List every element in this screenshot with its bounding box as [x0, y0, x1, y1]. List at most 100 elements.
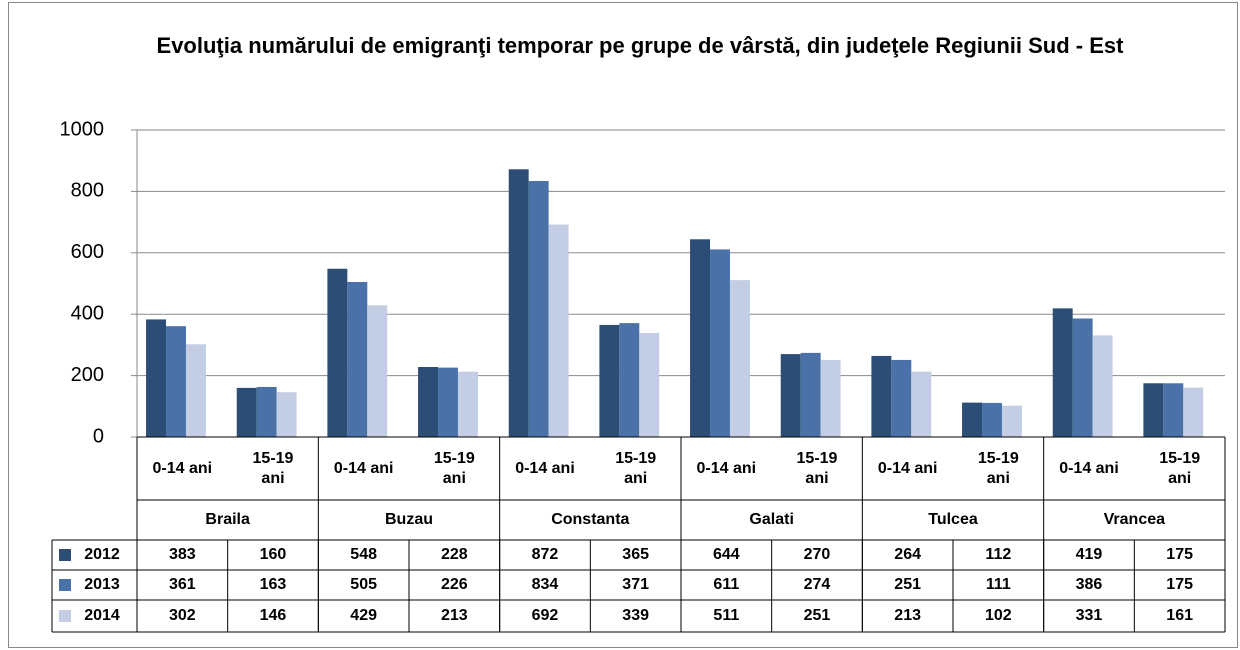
data-table-value: 511: [681, 600, 772, 632]
data-table-value: 112: [953, 540, 1044, 570]
legend-label: 2013: [72, 570, 132, 600]
data-table-value: 302: [137, 600, 228, 632]
y-tick-label: 1000: [60, 118, 105, 140]
data-table-value-text: 213: [894, 607, 921, 624]
bar: [276, 392, 297, 437]
bar: [599, 324, 620, 437]
legend-label: 2014: [72, 600, 132, 632]
x-tick-label: 0-14 ani: [137, 437, 228, 500]
data-table-value: 383: [137, 540, 228, 570]
data-table-value: 102: [953, 600, 1044, 632]
data-table-value-text: 872: [531, 546, 559, 563]
data-table-value-text: 511: [713, 607, 740, 624]
bar: [982, 402, 1002, 437]
bar: [1163, 383, 1184, 437]
data-table-value: 365: [590, 540, 681, 570]
bar: [871, 355, 892, 437]
group-label: Buzau: [318, 500, 499, 540]
data-table-value-text: 175: [1166, 546, 1193, 563]
bar: [166, 326, 186, 437]
data-table-value: 361: [137, 570, 228, 600]
bar: [1183, 387, 1204, 437]
data-table-value-text: 429: [350, 607, 377, 624]
data-table-value: 270: [772, 540, 863, 570]
x-tick-label-text: 0-14 ani: [152, 459, 213, 477]
group-label-text: Vrancea: [1103, 511, 1166, 528]
bar: [780, 354, 801, 437]
data-table-value: 146: [228, 600, 319, 632]
x-tick-label: 15-19 ani: [953, 437, 1044, 500]
x-tick-label: 0-14 ani: [1044, 437, 1135, 500]
data-table-value-text: 361: [168, 576, 196, 593]
data-table-value-text: 274: [803, 576, 831, 593]
x-tick-label: 15-19 ani: [772, 437, 863, 500]
data-table-value: 213: [862, 600, 953, 632]
data-table-value: 339: [590, 600, 681, 632]
bar: [690, 239, 711, 437]
data-table-value: 274: [772, 570, 863, 600]
bar: [1092, 335, 1113, 437]
bar: [891, 359, 912, 437]
x-tick-label-text: 15-19 ani: [1159, 449, 1201, 487]
data-table-value-text: 331: [1075, 607, 1103, 624]
bar: [146, 319, 167, 437]
bar: [236, 387, 257, 437]
legend-label-text: 2012: [84, 546, 120, 563]
data-table-value-text: 611: [713, 576, 740, 593]
data-table-value-text: 302: [168, 607, 196, 624]
group-label: Tulcea: [862, 500, 1043, 540]
bar: [548, 224, 569, 437]
bar: [185, 344, 206, 437]
group-label-text: Buzau: [384, 511, 433, 528]
data-table-value-text: 228: [440, 546, 468, 563]
data-table-value-text: 548: [350, 546, 377, 563]
data-table-value-text: 213: [440, 607, 468, 624]
data-table-value: 226: [409, 570, 500, 600]
data-table-value-text: 505: [350, 576, 377, 593]
data-table-value-text: 383: [168, 546, 196, 563]
legend-key: [59, 549, 71, 561]
data-table-value: 213: [409, 600, 500, 632]
data-table-value: 111: [953, 570, 1044, 600]
data-table-value: 419: [1044, 540, 1135, 570]
data-table-value-text: 112: [985, 546, 1012, 563]
data-table-value: 644: [681, 540, 772, 570]
group-label: Constanta: [500, 500, 681, 540]
bar: [256, 386, 277, 437]
bar: [457, 371, 478, 437]
data-table-value-text: 371: [622, 576, 649, 593]
bar: [438, 367, 458, 437]
data-table-value-text: 175: [1166, 576, 1193, 593]
bar: [962, 402, 983, 437]
x-tick-label-text: 0-14 ani: [515, 459, 575, 477]
data-table-value: 251: [772, 600, 863, 632]
x-tick-label: 15-19 ani: [590, 437, 681, 500]
data-table-value-text: 419: [1075, 546, 1103, 563]
bar: [710, 249, 730, 437]
bar: [820, 359, 841, 437]
data-table-value: 161: [1134, 600, 1225, 632]
data-table-value: 331: [1044, 600, 1135, 632]
data-table-value-text: 226: [440, 576, 468, 593]
bar: [1052, 308, 1073, 437]
data-table-value-text: 251: [803, 607, 831, 624]
data-table-value: 264: [862, 540, 953, 570]
x-tick-label: 0-14 ani: [681, 437, 772, 500]
data-table-value-text: 161: [1166, 607, 1193, 624]
data-table-value-text: 111: [985, 576, 1011, 593]
x-tick-label-text: 15-19 ani: [796, 449, 838, 487]
data-table-value: 834: [500, 570, 591, 600]
bar: [639, 332, 660, 437]
y-tick-label: 0: [93, 425, 104, 447]
data-table-value: 548: [318, 540, 409, 570]
bar: [327, 268, 348, 437]
x-tick-label-text: 0-14 ani: [696, 459, 757, 477]
x-tick-label: 15-19 ani: [228, 437, 319, 500]
x-tick-label: 0-14 ani: [318, 437, 409, 500]
data-table-value-text: 160: [259, 546, 287, 563]
data-table-value: 175: [1134, 540, 1225, 570]
bar: [418, 367, 439, 437]
data-table-value: 228: [409, 540, 500, 570]
